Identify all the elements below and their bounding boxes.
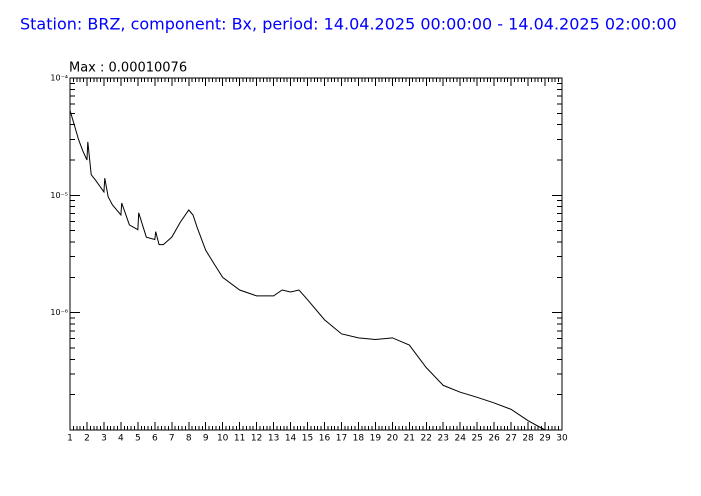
x-tick-label: 29 bbox=[539, 434, 551, 444]
x-tick-label: 18 bbox=[353, 434, 365, 444]
x-tick-label: 24 bbox=[454, 434, 466, 444]
x-tick-label: 5 bbox=[135, 434, 141, 444]
x-tick-label: 7 bbox=[169, 434, 175, 444]
x-tick-label: 20 bbox=[387, 434, 399, 444]
x-tick-label: 30 bbox=[556, 434, 568, 444]
chart-title: Station: BRZ, component: Bx, period: 14.… bbox=[20, 15, 677, 34]
x-tick-label: 4 bbox=[118, 434, 124, 444]
x-tick-label: 22 bbox=[421, 434, 432, 444]
data-line bbox=[69, 110, 546, 431]
x-tick-label: 8 bbox=[186, 434, 192, 444]
plot-frame bbox=[69, 77, 563, 431]
x-tick-label: 9 bbox=[203, 434, 209, 444]
x-tick-label: 15 bbox=[302, 434, 313, 444]
y-tick-label: 10⁻⁶ bbox=[50, 308, 68, 317]
x-tick-label: 6 bbox=[152, 434, 158, 444]
annotation: Max : 0.00010076 bbox=[69, 61, 187, 76]
x-tick-label: 25 bbox=[471, 434, 482, 444]
x-tick-label: 17 bbox=[336, 434, 347, 444]
y-tick-label: 10⁻⁴ bbox=[50, 74, 68, 83]
x-tick-label: 13 bbox=[268, 434, 279, 444]
x-tick-label: 19 bbox=[370, 434, 382, 444]
x-tick-label: 12 bbox=[251, 434, 262, 444]
x-tick-label: 21 bbox=[404, 434, 415, 444]
x-tick-label: 2 bbox=[84, 434, 90, 444]
x-tick-label: 16 bbox=[319, 434, 331, 444]
x-tick-label: 1 bbox=[67, 434, 73, 444]
x-tick-label: 11 bbox=[234, 434, 245, 444]
x-tick-label: 14 bbox=[285, 434, 297, 444]
x-tick-label: 10 bbox=[217, 434, 229, 444]
y-tick-label: 10⁻⁵ bbox=[50, 191, 68, 200]
x-tick-label: 27 bbox=[505, 434, 516, 444]
x-tick-label: 23 bbox=[438, 434, 449, 444]
x-tick-label: 3 bbox=[101, 434, 107, 444]
x-tick-label: 28 bbox=[522, 434, 534, 444]
x-tick-label: 26 bbox=[488, 434, 500, 444]
